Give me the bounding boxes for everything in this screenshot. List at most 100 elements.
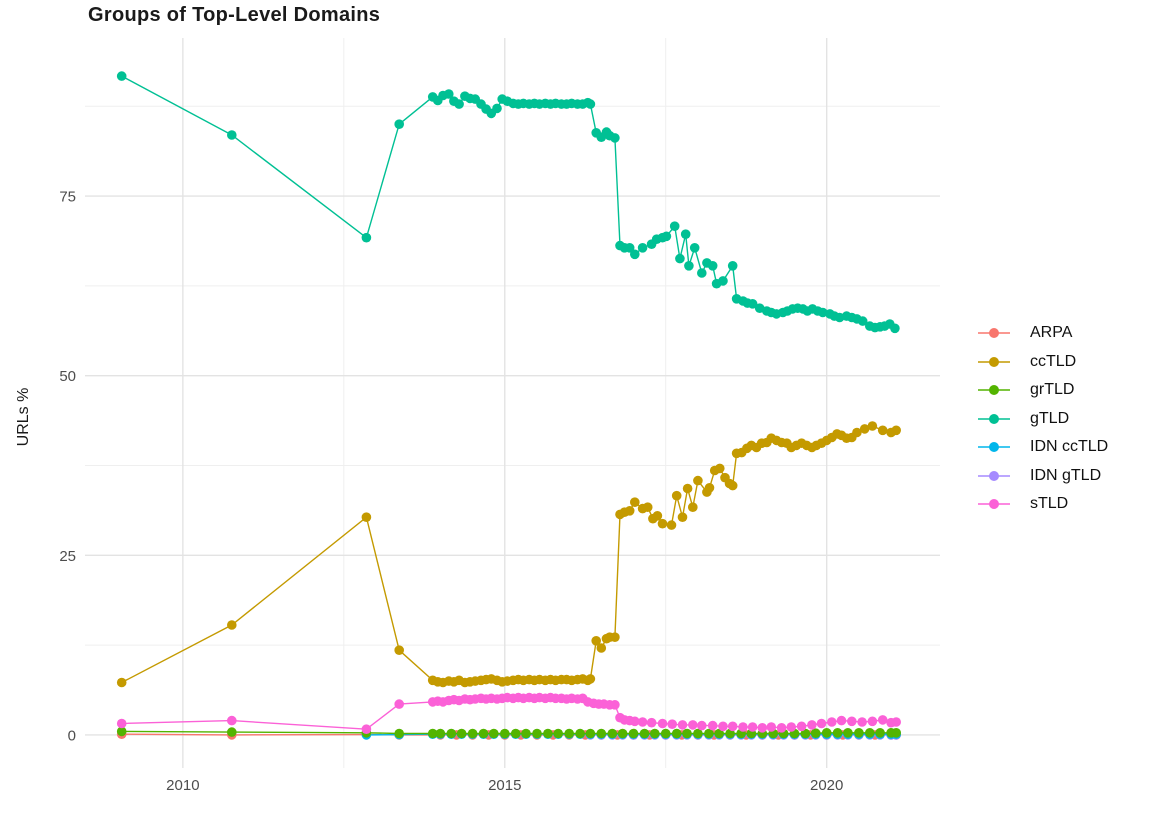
data-point-gTLD	[890, 323, 900, 334]
data-point-ccTLD	[630, 497, 640, 508]
data-point-ccTLD	[394, 645, 405, 655]
data-point-gTLD	[707, 261, 718, 271]
data-point-grTLD	[891, 728, 901, 738]
data-point-sTLD	[738, 722, 748, 732]
data-point-sTLD	[707, 720, 718, 731]
data-point-gTLD	[585, 99, 596, 109]
data-point-ccTLD	[116, 677, 127, 688]
data-point-ccTLD	[682, 483, 693, 494]
data-point-grTLD	[510, 728, 521, 739]
data-point-sTLD	[630, 716, 640, 727]
data-point-gTLD	[454, 99, 464, 109]
legend-label: ARPA	[1030, 324, 1073, 342]
data-point-sTLD	[610, 700, 620, 710]
data-point-ccTLD	[677, 512, 688, 522]
data-point-sTLD	[727, 721, 738, 732]
data-point-grTLD	[628, 728, 639, 739]
data-point-grTLD	[227, 727, 237, 737]
data-point-grTLD	[693, 728, 703, 739]
data-point-grTLD	[543, 728, 553, 739]
data-point-grTLD	[564, 728, 574, 739]
data-point-grTLD	[800, 728, 811, 739]
data-point-grTLD	[639, 728, 650, 739]
data-point-gTLD	[727, 261, 738, 271]
data-point-gTLD	[361, 232, 372, 243]
data-point-grTLD	[456, 728, 467, 739]
data-point-ccTLD	[642, 502, 653, 512]
chart-title: Groups of Top-Level Domains	[88, 4, 381, 26]
data-point-ccTLD	[666, 520, 677, 530]
legend: ARPA ccTLD grTLD gTLD IDN ccTLD IDN gTLD sTLD	[977, 319, 1108, 519]
data-point-ccTLD	[727, 480, 738, 491]
legend-item-idn-gtld: IDN gTLD	[977, 462, 1108, 491]
legend-label: sTLD	[1030, 495, 1069, 513]
data-point-sTLD	[657, 718, 668, 729]
data-point-grTLD	[575, 728, 585, 739]
legend-key-icon	[977, 411, 1011, 427]
data-point-sTLD	[867, 716, 878, 727]
data-point-ccTLD	[852, 427, 862, 438]
data-point-gTLD	[684, 261, 694, 271]
data-point-sTLD	[667, 719, 677, 729]
data-point-grTLD	[725, 728, 735, 739]
legend-label: IDN gTLD	[1030, 466, 1102, 484]
data-point-ccTLD	[891, 425, 901, 436]
data-point-gTLD	[630, 249, 640, 260]
data-point-sTLD	[816, 718, 827, 729]
data-point-sTLD	[394, 699, 405, 709]
data-point-gTLD	[624, 243, 635, 253]
data-point-sTLD	[766, 722, 777, 732]
data-point-grTLD	[854, 728, 864, 738]
legend-key-icon	[977, 354, 1011, 370]
data-point-ccTLD	[585, 674, 596, 684]
data-point-sTLD	[796, 721, 807, 732]
data-point-grTLD	[821, 728, 832, 738]
data-point-sTLD	[688, 720, 698, 730]
y-tick-label: 75	[59, 189, 76, 206]
data-point-ccTLD	[877, 425, 888, 436]
data-point-grTLD	[714, 728, 724, 739]
data-point-grTLD	[832, 728, 843, 738]
legend-label: IDN ccTLD	[1030, 438, 1109, 456]
data-point-ccTLD	[688, 502, 698, 512]
legend-label: gTLD	[1030, 409, 1070, 427]
data-point-gTLD	[637, 243, 648, 253]
data-point-grTLD	[521, 728, 531, 739]
legend-key-icon	[977, 382, 1011, 398]
data-point-grTLD	[617, 728, 628, 739]
y-tick-label: 50	[59, 368, 76, 385]
legend-label: grTLD	[1030, 381, 1075, 399]
legend-key-icon	[977, 468, 1011, 484]
data-point-gTLD	[444, 89, 454, 99]
data-point-gTLD	[680, 229, 691, 239]
data-point-grTLD	[585, 728, 596, 739]
data-point-sTLD	[227, 715, 237, 726]
data-point-gTLD	[718, 276, 728, 286]
legend-item-grtld: grTLD	[977, 376, 1108, 405]
data-point-gTLD	[818, 307, 828, 318]
data-point-ccTLD	[652, 511, 663, 521]
data-point-sTLD	[677, 720, 688, 730]
data-point-gTLD	[661, 231, 672, 242]
data-point-ccTLD	[671, 490, 682, 501]
data-point-ccTLD	[715, 463, 725, 474]
data-point-grTLD	[446, 728, 457, 739]
data-point-grTLD	[553, 728, 563, 739]
data-point-grTLD	[650, 728, 660, 739]
data-point-grTLD	[596, 728, 607, 739]
data-point-gTLD	[394, 119, 405, 129]
data-point-sTLD	[827, 717, 837, 727]
data-point-gTLD	[610, 133, 620, 143]
data-point-ccTLD	[704, 483, 715, 493]
data-point-grTLD	[843, 728, 853, 738]
data-point-sTLD	[646, 717, 657, 728]
data-point-sTLD	[718, 721, 728, 732]
data-point-grTLD	[394, 728, 405, 739]
legend-label: ccTLD	[1030, 352, 1077, 370]
data-point-grTLD	[489, 728, 499, 739]
data-point-grTLD	[682, 728, 692, 739]
data-point-grTLD	[660, 728, 671, 739]
data-point-grTLD	[116, 726, 127, 737]
x-tick-label: 2010	[166, 777, 199, 794]
